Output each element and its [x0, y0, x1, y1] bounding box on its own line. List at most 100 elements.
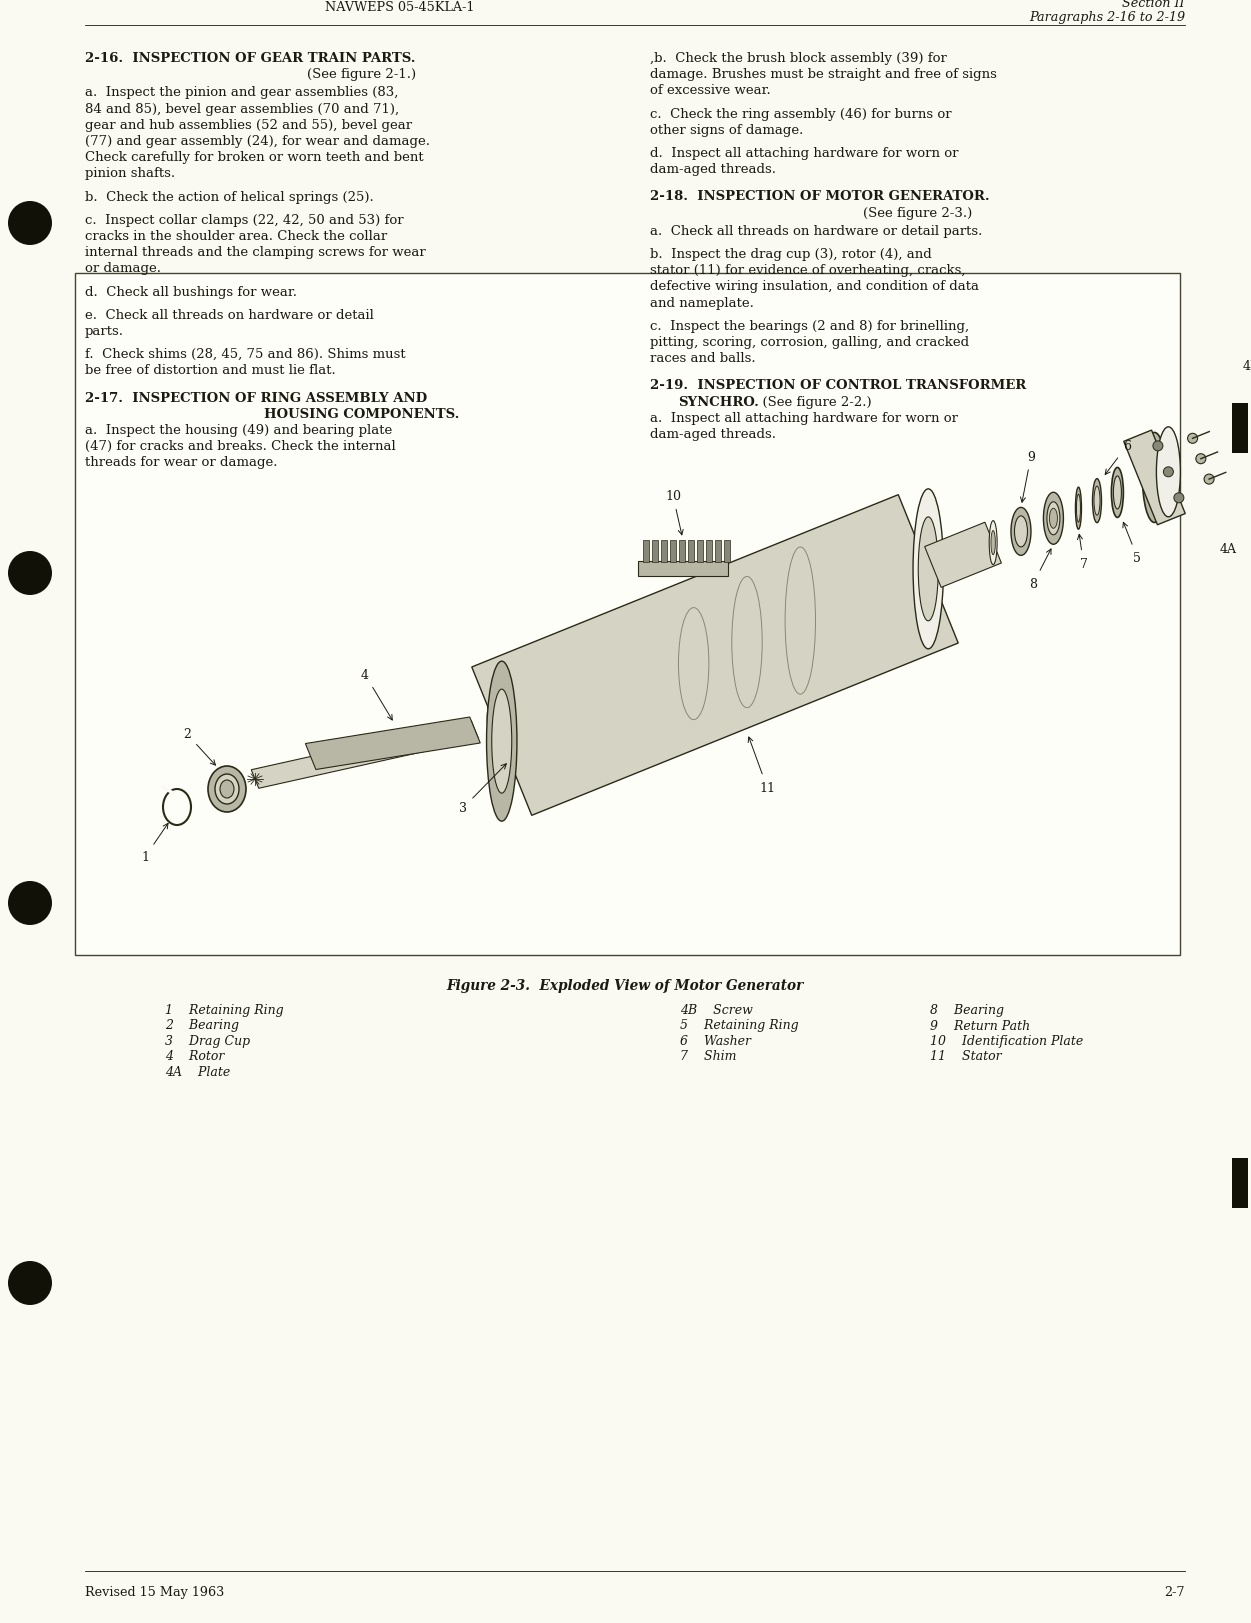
Text: NAVWEPS 05-45KLA-1: NAVWEPS 05-45KLA-1 [325, 2, 474, 15]
Text: 2    Bearing: 2 Bearing [165, 1019, 239, 1032]
Ellipse shape [1011, 508, 1031, 557]
Text: pitting, scoring, corrosion, galling, and cracked: pitting, scoring, corrosion, galling, an… [651, 336, 970, 349]
Text: 11: 11 [748, 737, 774, 794]
Ellipse shape [1076, 495, 1081, 523]
Text: defective wiring insulation, and condition of data: defective wiring insulation, and conditi… [651, 281, 980, 294]
Polygon shape [305, 717, 480, 769]
Text: 84 and 85), bevel gear assemblies (70 and 71),: 84 and 85), bevel gear assemblies (70 an… [85, 102, 399, 115]
Text: Figure 2-3.  Exploded View of Motor Generator: Figure 2-3. Exploded View of Motor Gener… [447, 979, 803, 992]
Text: (47) for cracks and breaks. Check the internal: (47) for cracks and breaks. Check the in… [85, 440, 395, 453]
Text: 2: 2 [183, 729, 215, 766]
Text: 5    Retaining Ring: 5 Retaining Ring [681, 1019, 798, 1032]
Text: internal threads and the clamping screws for wear: internal threads and the clamping screws… [85, 247, 425, 260]
Text: races and balls.: races and balls. [651, 352, 756, 365]
Text: 2-17.  INSPECTION OF RING ASSEMBLY AND: 2-17. INSPECTION OF RING ASSEMBLY AND [85, 391, 427, 404]
Polygon shape [924, 523, 1001, 588]
Text: 4A    Plate: 4A Plate [165, 1065, 230, 1078]
Ellipse shape [1142, 433, 1166, 523]
Bar [1232, 1159, 1248, 1208]
Bar [75, 274, 1180, 956]
Bar [661, 540, 667, 563]
Ellipse shape [1076, 489, 1081, 529]
Text: 11    Stator: 11 Stator [929, 1050, 1002, 1063]
Bar [706, 540, 712, 563]
Ellipse shape [991, 531, 996, 555]
Text: (See figure 2-3.): (See figure 2-3.) [863, 206, 972, 219]
Ellipse shape [1203, 476, 1213, 485]
Ellipse shape [487, 662, 517, 821]
Ellipse shape [913, 490, 943, 649]
Ellipse shape [503, 698, 527, 740]
Ellipse shape [918, 518, 938, 622]
Text: 4: 4 [362, 669, 393, 721]
Text: 2-18.  INSPECTION OF MOTOR GENERATOR.: 2-18. INSPECTION OF MOTOR GENERATOR. [651, 190, 990, 203]
Text: 2-19.  INSPECTION OF CONTROL TRANSFORMER: 2-19. INSPECTION OF CONTROL TRANSFORMER [651, 380, 1026, 393]
Text: a.  Inspect the housing (49) and bearing plate: a. Inspect the housing (49) and bearing … [85, 424, 393, 437]
Ellipse shape [990, 521, 997, 565]
Text: parts.: parts. [85, 325, 124, 338]
Text: damage. Brushes must be straight and free of signs: damage. Brushes must be straight and fre… [651, 68, 997, 81]
Polygon shape [1123, 430, 1185, 526]
Text: pinion shafts.: pinion shafts. [85, 167, 175, 180]
Ellipse shape [1111, 467, 1123, 518]
Text: cracks in the shoulder area. Check the collar: cracks in the shoulder area. Check the c… [85, 230, 388, 243]
Ellipse shape [488, 670, 543, 766]
Text: c.  Inspect the bearings (2 and 8) for brinelling,: c. Inspect the bearings (2 and 8) for br… [651, 320, 970, 333]
Text: d.  Inspect all attaching hardware for worn or: d. Inspect all attaching hardware for wo… [651, 148, 958, 161]
Text: c.  Inspect collar clamps (22, 42, 50 and 53) for: c. Inspect collar clamps (22, 42, 50 and… [85, 214, 404, 227]
Circle shape [8, 201, 53, 245]
Text: dam-aged threads.: dam-aged threads. [651, 162, 776, 175]
Text: 5: 5 [1123, 523, 1141, 565]
Text: or damage.: or damage. [85, 263, 161, 276]
Text: a.  Inspect the pinion and gear assemblies (83,: a. Inspect the pinion and gear assemblie… [85, 86, 398, 99]
Ellipse shape [1047, 503, 1060, 536]
Ellipse shape [1196, 454, 1206, 464]
Text: 3    Drag Cup: 3 Drag Cup [165, 1034, 250, 1047]
Circle shape [8, 881, 53, 925]
Text: 8: 8 [1030, 550, 1051, 591]
Bar [679, 540, 686, 563]
Text: e.  Check all threads on hardware or detail: e. Check all threads on hardware or deta… [85, 308, 374, 321]
Bar [638, 562, 728, 576]
Text: 6: 6 [1105, 440, 1131, 476]
Bar [724, 540, 731, 563]
Ellipse shape [1043, 493, 1063, 545]
Ellipse shape [208, 766, 246, 813]
Text: of excessive wear.: of excessive wear. [651, 84, 771, 97]
Text: (See figure 2-2.): (See figure 2-2.) [754, 396, 872, 409]
Text: 4B    Screw: 4B Screw [681, 1003, 753, 1016]
Ellipse shape [1095, 487, 1100, 516]
Text: be free of distortion and must lie flat.: be free of distortion and must lie flat. [85, 364, 335, 377]
Ellipse shape [1187, 433, 1197, 445]
Text: 9: 9 [1021, 451, 1035, 503]
Text: b.  Inspect the drag cup (3), rotor (4), and: b. Inspect the drag cup (3), rotor (4), … [651, 248, 932, 261]
Bar [671, 540, 676, 563]
Bar [643, 540, 649, 563]
Text: 9    Return Path: 9 Return Path [929, 1019, 1030, 1032]
Text: c.  Check the ring assembly (46) for burns or: c. Check the ring assembly (46) for burn… [651, 107, 952, 120]
Text: 2-16.  INSPECTION OF GEAR TRAIN PARTS.: 2-16. INSPECTION OF GEAR TRAIN PARTS. [85, 52, 415, 65]
Ellipse shape [1092, 479, 1101, 523]
Text: d.  Check all bushings for wear.: d. Check all bushings for wear. [85, 286, 296, 299]
Ellipse shape [1015, 516, 1027, 547]
Ellipse shape [220, 781, 234, 799]
Ellipse shape [495, 685, 534, 753]
Text: 3: 3 [459, 764, 507, 815]
Text: 4B: 4B [1242, 359, 1251, 372]
Bar [697, 540, 703, 563]
Text: Section II: Section II [1122, 0, 1185, 10]
Bar [1232, 404, 1248, 454]
Ellipse shape [1153, 441, 1163, 451]
Ellipse shape [215, 774, 239, 805]
Text: 7: 7 [1077, 536, 1087, 570]
Text: a.  Check all threads on hardware or detail parts.: a. Check all threads on hardware or deta… [651, 224, 982, 237]
Text: 10    Identification Plate: 10 Identification Plate [929, 1034, 1083, 1047]
Text: b.  Check the action of helical springs (25).: b. Check the action of helical springs (… [85, 190, 374, 203]
Circle shape [8, 552, 53, 596]
Text: Check carefully for broken or worn teeth and bent: Check carefully for broken or worn teeth… [85, 151, 424, 164]
Text: 6    Washer: 6 Washer [681, 1034, 751, 1047]
Ellipse shape [1173, 493, 1183, 503]
Text: ,b.  Check the brush block assembly (39) for: ,b. Check the brush block assembly (39) … [651, 52, 947, 65]
Text: Paragraphs 2-16 to 2-19: Paragraphs 2-16 to 2-19 [1028, 11, 1185, 24]
Text: 4A: 4A [1220, 542, 1237, 555]
